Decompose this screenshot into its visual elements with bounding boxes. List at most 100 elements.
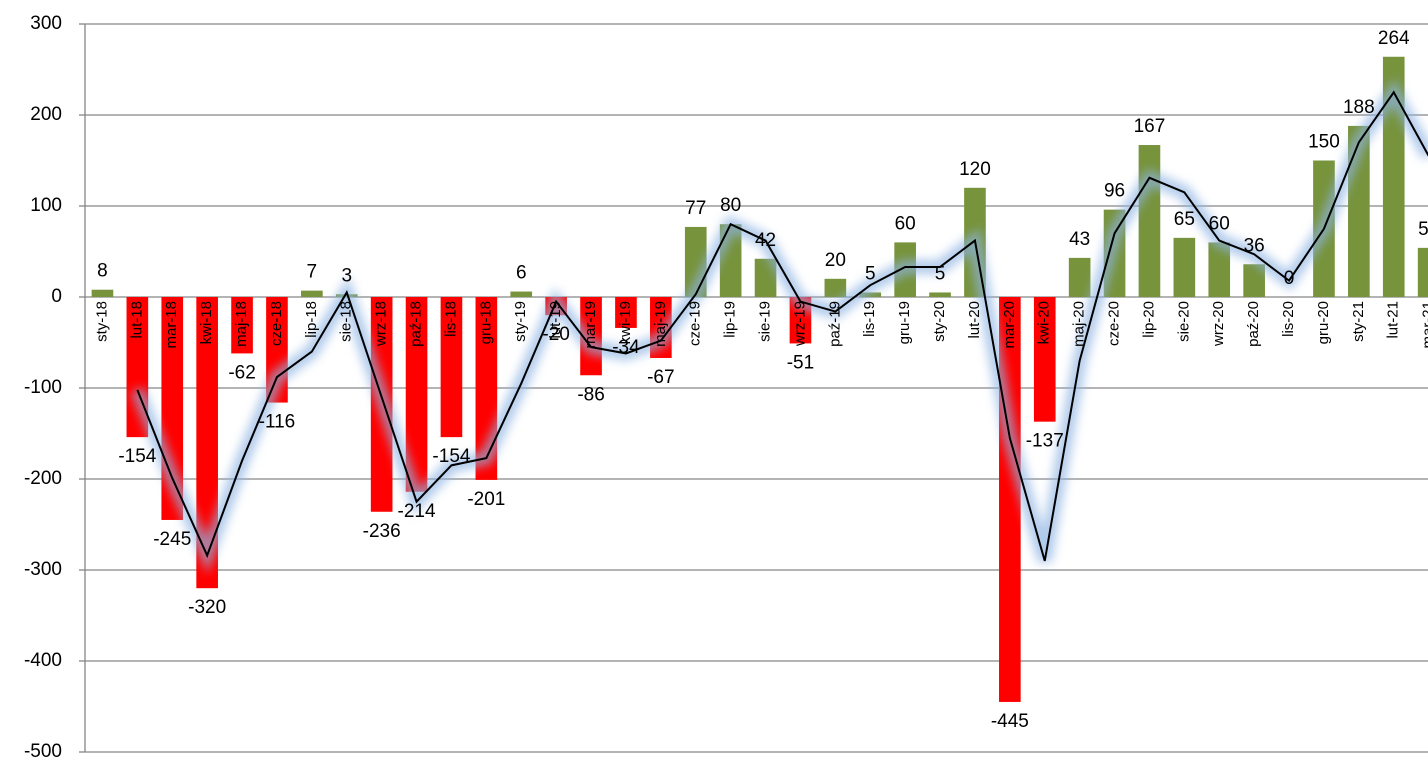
value-label: -67 bbox=[647, 367, 674, 388]
bar bbox=[615, 297, 637, 328]
value-label: 96 bbox=[1104, 181, 1125, 202]
value-label: -34 bbox=[612, 337, 640, 358]
x-tick-label: lis-19 bbox=[861, 301, 878, 337]
value-label: 120 bbox=[959, 159, 991, 180]
value-label: 54 bbox=[1418, 219, 1428, 240]
value-label: -236 bbox=[363, 521, 401, 542]
x-tick-label: sty-19 bbox=[512, 301, 529, 342]
value-label: -137 bbox=[1026, 431, 1064, 452]
y-tick-label: -400 bbox=[24, 650, 62, 671]
value-label: 150 bbox=[1308, 132, 1340, 153]
x-tick-label: maj-19 bbox=[652, 301, 669, 347]
value-label: 188 bbox=[1343, 97, 1375, 118]
x-tick-label: cze-20 bbox=[1106, 301, 1123, 346]
y-tick-label: 200 bbox=[30, 104, 62, 125]
bar bbox=[405, 297, 428, 492]
value-label: 6 bbox=[516, 263, 527, 284]
value-label: 77 bbox=[685, 198, 706, 219]
x-tick-label: lip-19 bbox=[722, 301, 739, 338]
value-label: -51 bbox=[787, 352, 814, 373]
x-tick-label: mar-19 bbox=[582, 301, 599, 349]
y-tick-label: -200 bbox=[24, 468, 62, 489]
x-tick-label: wrz-19 bbox=[791, 301, 808, 347]
bar bbox=[301, 290, 323, 297]
y-tick-label: -300 bbox=[24, 559, 62, 580]
value-label: 43 bbox=[1069, 229, 1090, 250]
value-label: -86 bbox=[577, 384, 604, 405]
x-tick-label: sty-18 bbox=[93, 301, 110, 342]
value-label: 42 bbox=[755, 230, 776, 251]
y-tick-label: 300 bbox=[30, 13, 62, 34]
bar bbox=[859, 292, 882, 297]
x-tick-label: wrz-18 bbox=[373, 301, 390, 347]
value-label: 20 bbox=[825, 250, 846, 271]
x-tick-label: maj-18 bbox=[233, 301, 250, 347]
value-label: 36 bbox=[1244, 235, 1265, 256]
x-tick-label: lut-21 bbox=[1385, 301, 1402, 339]
x-tick-label: wrz-20 bbox=[1210, 301, 1227, 347]
value-label: 7 bbox=[307, 262, 318, 283]
bar bbox=[440, 297, 463, 438]
x-tick-label: mar-20 bbox=[1001, 301, 1018, 349]
bar bbox=[510, 291, 533, 297]
x-tick-label: maj-20 bbox=[1071, 301, 1088, 347]
x-tick-label: kwi-19 bbox=[617, 301, 634, 344]
x-tick-label: lis-18 bbox=[442, 301, 459, 337]
x-tick-label: lut-18 bbox=[128, 301, 145, 339]
bar bbox=[1138, 145, 1161, 297]
x-tick-label: sty-20 bbox=[931, 301, 948, 342]
y-tick-label: 0 bbox=[51, 286, 62, 307]
x-tick-label: sie-19 bbox=[757, 301, 774, 342]
x-tick-label: paź-18 bbox=[408, 301, 425, 347]
x-tick-label: sie-20 bbox=[1175, 301, 1192, 342]
value-label: -445 bbox=[991, 711, 1029, 732]
x-tick-label: gru-18 bbox=[477, 301, 494, 344]
x-tick-label: lis-20 bbox=[1280, 301, 1297, 337]
x-tick-label: lut-20 bbox=[966, 301, 983, 339]
value-label: 3 bbox=[341, 265, 352, 286]
value-label: -245 bbox=[153, 529, 191, 550]
value-label: 167 bbox=[1134, 116, 1166, 137]
bar bbox=[1033, 297, 1056, 422]
value-label: -20 bbox=[542, 324, 569, 345]
value-label: -154 bbox=[118, 446, 156, 467]
value-label: 0 bbox=[1284, 268, 1295, 289]
trend-glow bbox=[130, 78, 1428, 574]
value-label: -62 bbox=[228, 362, 255, 383]
value-label: -214 bbox=[398, 501, 436, 522]
bar bbox=[929, 292, 951, 297]
value-label: 60 bbox=[895, 213, 916, 234]
x-tick-label: paź-19 bbox=[826, 301, 843, 347]
trend-line bbox=[136, 90, 1428, 562]
bar bbox=[91, 289, 114, 297]
x-tick-label: kwi-18 bbox=[198, 301, 215, 344]
value-label: 65 bbox=[1174, 209, 1195, 230]
bar bbox=[1208, 242, 1231, 297]
x-tick-label: mar-21 bbox=[1420, 301, 1428, 349]
value-label: 5 bbox=[935, 263, 946, 284]
x-tick-label: gru-19 bbox=[896, 301, 913, 344]
value-label: -154 bbox=[432, 446, 470, 467]
y-tick-label: 100 bbox=[30, 195, 62, 216]
value-label: -116 bbox=[259, 412, 296, 433]
bar bbox=[196, 297, 218, 589]
x-tick-label: mar-18 bbox=[163, 301, 180, 349]
x-tick-label: cze-18 bbox=[268, 301, 285, 346]
bar bbox=[1382, 56, 1405, 298]
bar bbox=[824, 278, 847, 297]
value-label: 8 bbox=[97, 261, 108, 282]
x-tick-label: kwi-20 bbox=[1036, 301, 1053, 344]
bar bbox=[1173, 237, 1196, 297]
x-tick-label: gru-20 bbox=[1315, 301, 1332, 344]
x-tick-label: cze-19 bbox=[687, 301, 704, 346]
x-tick-label: sie-18 bbox=[338, 301, 355, 342]
y-tick-label: -100 bbox=[24, 377, 62, 398]
y-tick-label: -500 bbox=[24, 741, 62, 761]
value-label: 264 bbox=[1378, 28, 1410, 49]
value-label: -201 bbox=[467, 489, 505, 510]
value-label: -320 bbox=[188, 597, 226, 618]
bar bbox=[1417, 247, 1428, 297]
value-label: 5 bbox=[865, 263, 876, 284]
x-tick-label: lip-18 bbox=[303, 301, 320, 338]
